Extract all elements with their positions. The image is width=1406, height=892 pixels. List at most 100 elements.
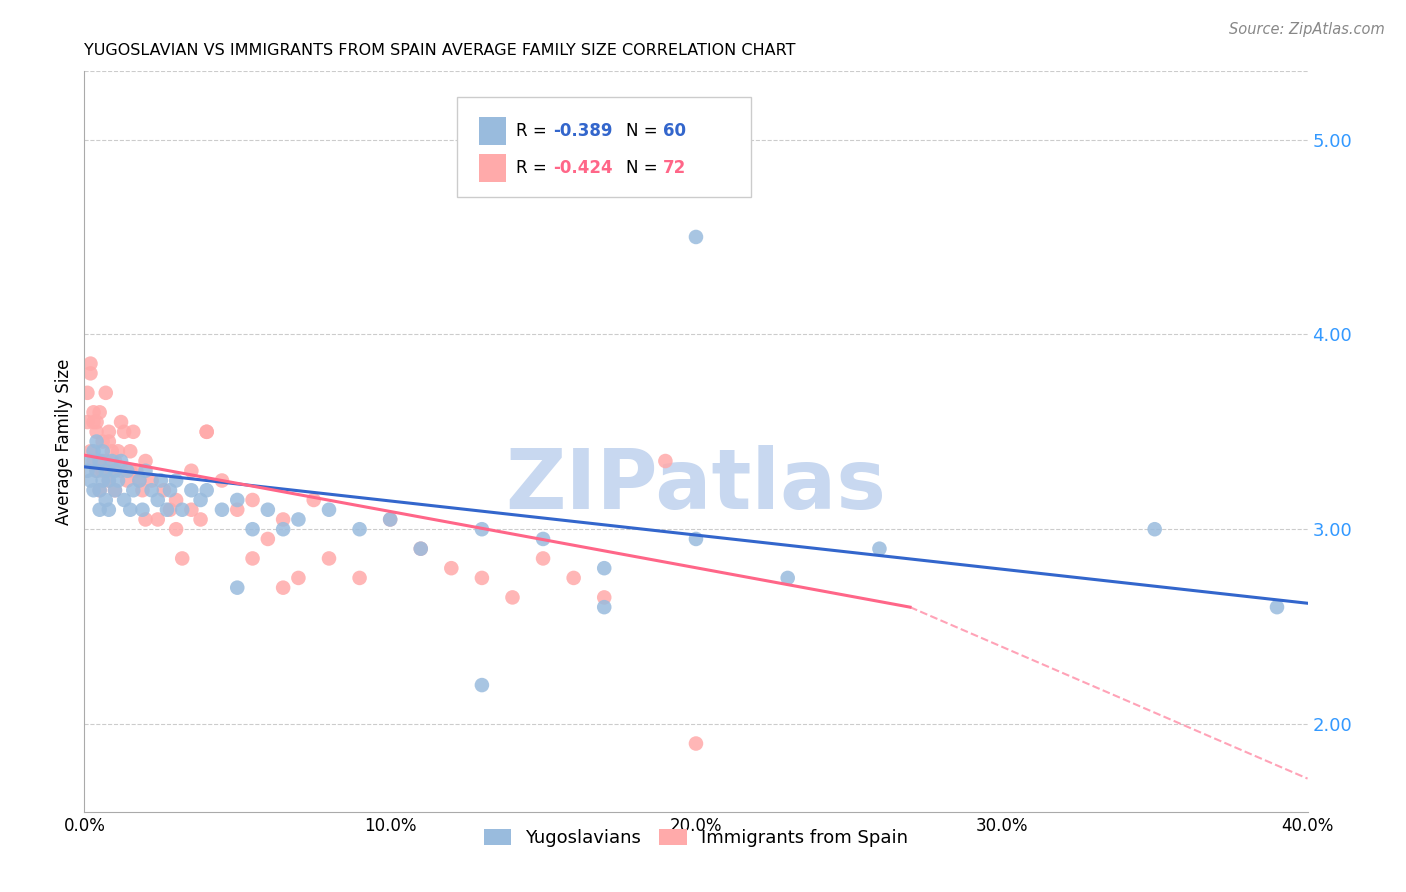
Point: [79, 357, 101, 371]
Point: [94, 454, 117, 468]
Point: [131, 502, 153, 516]
Point: [107, 474, 129, 488]
Point: [211, 474, 233, 488]
Point: [128, 474, 150, 488]
Bar: [479, 117, 506, 145]
Point: [226, 493, 249, 508]
Point: [257, 532, 280, 546]
Point: [91, 434, 114, 449]
Point: [135, 512, 157, 526]
Point: [76, 415, 98, 429]
Point: [172, 502, 194, 516]
Point: [654, 454, 676, 468]
Point: [104, 464, 127, 478]
Point: [776, 571, 799, 585]
Text: R =: R =: [516, 159, 553, 177]
Point: [86, 425, 108, 439]
Point: [502, 591, 524, 605]
Point: [159, 502, 181, 516]
Point: [112, 493, 135, 508]
Point: [242, 551, 264, 566]
Point: [242, 493, 264, 508]
Point: [471, 571, 494, 585]
Point: [115, 464, 138, 478]
Point: [190, 512, 212, 526]
Point: [79, 454, 101, 468]
Text: 72: 72: [664, 159, 686, 177]
Point: [91, 444, 114, 458]
Point: [242, 522, 264, 536]
Point: [89, 454, 111, 468]
Point: [141, 483, 163, 498]
Text: Source: ZipAtlas.com: Source: ZipAtlas.com: [1229, 22, 1385, 37]
Point: [76, 464, 98, 478]
Point: [122, 425, 145, 439]
Text: YUGOSLAVIAN VS IMMIGRANTS FROM SPAIN AVERAGE FAMILY SIZE CORRELATION CHART: YUGOSLAVIAN VS IMMIGRANTS FROM SPAIN AVE…: [84, 43, 796, 58]
Point: [180, 483, 202, 498]
Point: [593, 600, 616, 615]
Point: [195, 425, 218, 439]
Bar: [479, 154, 506, 183]
Point: [685, 532, 707, 546]
Point: [128, 474, 150, 488]
Point: [107, 444, 129, 458]
Point: [101, 454, 124, 468]
Point: [91, 464, 114, 478]
Point: [302, 493, 325, 508]
Point: [156, 502, 179, 516]
Point: [115, 474, 138, 488]
Text: -0.424: -0.424: [553, 159, 613, 177]
Point: [89, 502, 111, 516]
Point: [409, 541, 432, 556]
Text: ZIPatlas: ZIPatlas: [506, 445, 886, 526]
Point: [83, 405, 105, 419]
Point: [79, 444, 101, 458]
Point: [349, 571, 371, 585]
Point: [685, 230, 707, 244]
Point: [83, 454, 105, 468]
Point: [120, 464, 142, 478]
Point: [94, 385, 117, 400]
Point: [1265, 600, 1288, 615]
Point: [349, 522, 371, 536]
Point: [149, 474, 172, 488]
Point: [141, 474, 163, 488]
Point: [122, 483, 145, 498]
Point: [226, 581, 249, 595]
Point: [531, 532, 554, 546]
Point: [104, 454, 127, 468]
Point: [146, 493, 169, 508]
Point: [180, 502, 202, 516]
Point: [94, 464, 117, 478]
Point: [97, 434, 120, 449]
Point: [165, 493, 187, 508]
Point: [86, 464, 108, 478]
Point: [135, 454, 157, 468]
Point: [91, 474, 114, 488]
Point: [380, 512, 402, 526]
Point: [287, 512, 309, 526]
Point: [94, 493, 117, 508]
Point: [593, 591, 616, 605]
Point: [89, 483, 111, 498]
Point: [83, 415, 105, 429]
Point: [380, 512, 402, 526]
Point: [135, 464, 157, 478]
Point: [190, 493, 212, 508]
Point: [471, 678, 494, 692]
Point: [153, 483, 176, 498]
Point: [562, 571, 585, 585]
Point: [110, 454, 132, 468]
Point: [104, 483, 127, 498]
Point: [83, 483, 105, 498]
Point: [226, 502, 249, 516]
Point: [125, 464, 148, 478]
Legend: Yugoslavians, Immigrants from Spain: Yugoslavians, Immigrants from Spain: [477, 822, 915, 855]
Point: [86, 415, 108, 429]
Point: [76, 385, 98, 400]
Point: [86, 464, 108, 478]
Point: [79, 367, 101, 381]
Point: [531, 551, 554, 566]
Point: [120, 444, 142, 458]
Point: [165, 474, 187, 488]
